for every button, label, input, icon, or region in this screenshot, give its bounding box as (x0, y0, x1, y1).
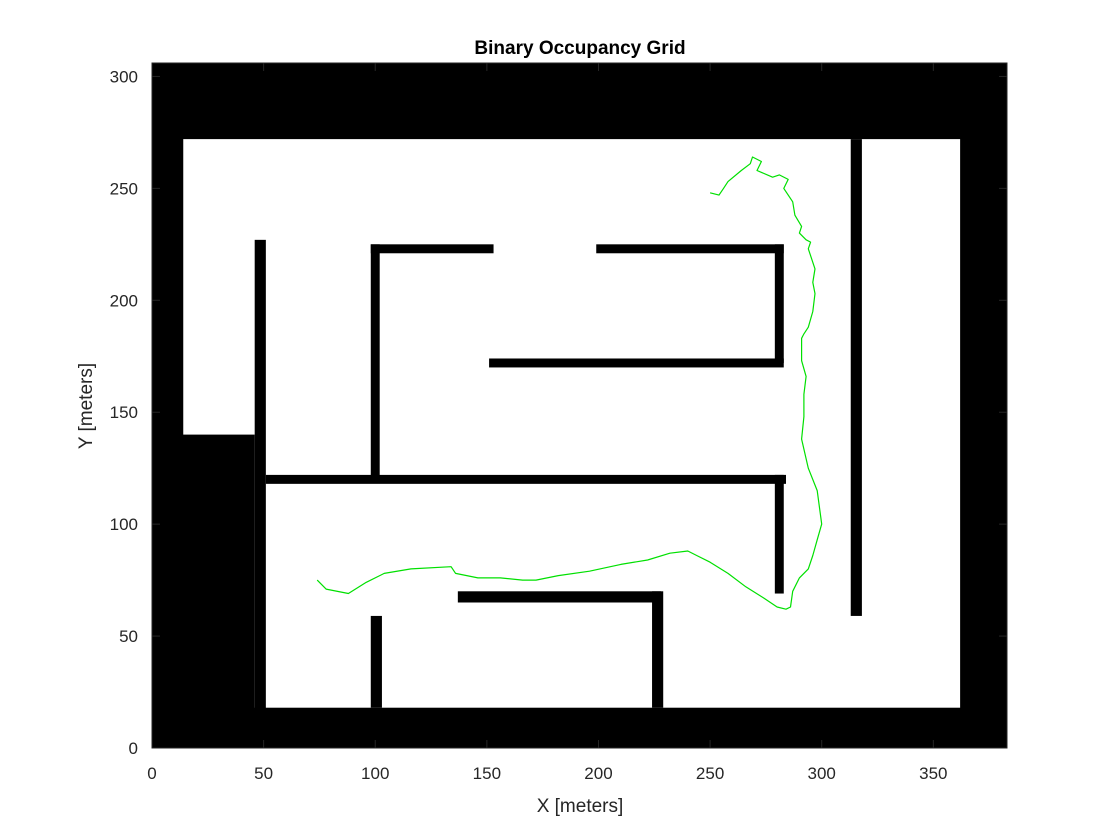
occupied-cell-block (960, 63, 1007, 748)
robot-path-layer (316, 156, 823, 610)
occupied-cell-block (152, 63, 1007, 140)
occupied-cell-block (265, 474, 786, 484)
y-tick-label: 200 (110, 291, 138, 310)
occupied-cell-block (774, 474, 784, 594)
x-tick-label: 50 (254, 764, 273, 783)
x-tick-label: 0 (147, 764, 156, 783)
x-tick-label: 100 (361, 764, 389, 783)
x-tick-label: 250 (696, 764, 724, 783)
axes: 0 50 100 150 200 250 300 350 0 50 100 150 200 250 300 (110, 62, 1008, 783)
x-tick-label: 350 (919, 764, 947, 783)
occupied-cell-block (370, 244, 380, 482)
occupancy-map (152, 63, 1007, 748)
x-tick-label: 150 (473, 764, 501, 783)
robot-path-line (316, 156, 823, 610)
occupied-cell-block (370, 244, 494, 254)
occupied-cell-block (652, 591, 664, 708)
y-tick-label: 50 (119, 627, 138, 646)
occupied-cell-block (850, 139, 862, 616)
occupied-cell-block (774, 244, 784, 363)
x-axis-label: X [meters] (537, 796, 624, 817)
y-tick-label: 100 (110, 515, 138, 534)
free-space (152, 63, 1007, 748)
y-tick-label: 0 (129, 739, 138, 758)
axes-box (151, 62, 1008, 749)
x-tick-label: 300 (808, 764, 836, 783)
occupied-cell-block (596, 244, 784, 254)
y-axis-label: Y [meters] (76, 363, 97, 449)
occupied-cell-block (457, 591, 661, 603)
y-tick-label: 300 (110, 67, 138, 86)
y-tick-label: 150 (110, 403, 138, 422)
occupied-cell-block (254, 239, 266, 748)
chart-title: Binary Occupancy Grid (474, 38, 685, 59)
occupied-cell-block (370, 615, 382, 708)
occupied-cell-block (489, 358, 784, 368)
occupied-cell-block (152, 707, 1007, 748)
y-tick-label: 250 (110, 179, 138, 198)
occupied-cell-block (152, 434, 255, 748)
x-tick-label: 200 (584, 764, 612, 783)
